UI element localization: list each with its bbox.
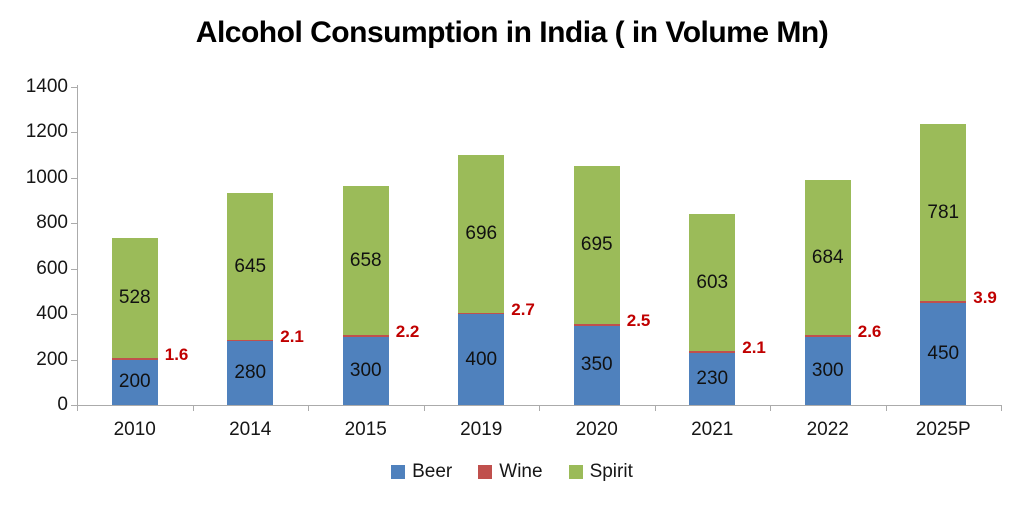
beer-value-label: 300 [811,359,844,381]
legend-item-spirit: Spirit [568,461,633,483]
x-axis-tick [539,405,540,411]
bar-segment-beer [458,314,505,405]
legend-item-wine: Wine [478,461,543,483]
bar-segment-beer [804,336,851,405]
beer-value-label: 280 [234,362,267,384]
beer-value-label: 450 [927,342,960,364]
legend-item-beer: Beer [391,461,452,483]
bar-segment-spirit [804,179,851,336]
y-axis-tick-label: 400 [36,303,68,325]
beer-value-label: 200 [118,371,151,393]
wine-value-label: 2.7 [511,299,535,319]
bar-segment-spirit [111,238,158,359]
x-axis-tick [308,405,309,411]
x-axis-category-label: 2019 [460,419,503,440]
bar-segment-wine [573,324,620,326]
legend-label: Beer [412,461,453,482]
bar-segment-spirit [573,166,620,324]
wine-value-label: 2.2 [395,322,420,342]
y-axis-tick [71,177,77,179]
bar-segment-spirit [227,193,274,340]
legend-swatch-beer-icon [391,465,406,479]
y-axis-tick-label: 1400 [25,76,68,97]
y-axis-tick [71,405,77,406]
x-axis-tick [770,405,771,411]
bar-segment-wine [920,301,967,303]
spirit-value-label: 684 [811,246,844,268]
beer-value-label: 350 [580,354,613,376]
y-axis-tick-label: 600 [36,257,68,279]
wine-value-label: 3.9 [973,288,997,308]
bar-segment-spirit [689,214,736,352]
y-axis-tick [71,314,77,316]
wine-value-label: 2.1 [742,338,766,358]
x-axis-category-label: 2021 [691,419,734,440]
spirit-value-label: 528 [118,287,151,309]
y-axis-line [77,85,78,406]
bar-segment-beer [920,302,967,405]
beer-value-label: 230 [696,367,729,389]
chart-title: Alcohol Consumption in India ( in Volume… [195,16,829,49]
y-axis-tick [71,132,77,134]
spirit-value-label: 658 [349,249,382,271]
y-axis-tick [71,223,77,225]
x-axis-category-label: 2025P [915,419,971,440]
spirit-value-label: 695 [580,234,613,256]
y-axis-tick-label: 0 [57,394,68,415]
beer-value-label: 400 [465,348,498,370]
y-axis-tick [71,268,77,270]
bar-segment-wine [689,351,736,353]
bar-segment-wine [111,358,158,360]
x-axis-category-label: 2020 [575,419,618,440]
wine-value-label: 2.6 [857,322,882,342]
spirit-value-label: 781 [927,201,960,223]
legend-swatch-wine-icon [478,465,493,479]
bar-segment-spirit [920,123,967,302]
bar-segment-beer [689,352,736,405]
wine-value-label: 1.6 [164,345,189,365]
bar-segment-beer [573,325,620,405]
chart-legend: Beer Wine Spirit [0,461,1024,483]
bar-segment-spirit [458,154,505,313]
bar-segment-wine [458,312,505,315]
x-axis-category-label: 2022 [806,419,849,440]
bar-segment-beer [227,341,274,405]
bar-segment-wine [804,335,851,337]
y-axis-tick [71,87,77,88]
x-axis-tick [77,405,78,411]
x-axis-category-label: 2014 [229,419,272,440]
x-axis-tick [885,405,887,411]
wine-value-label: 2.1 [280,326,304,346]
y-axis-tick-label: 200 [36,348,68,370]
y-axis-tick-label: 1000 [25,166,68,188]
x-axis-category-label: 2010 [113,419,156,440]
bar-segment-beer [111,359,158,405]
x-axis-tick [654,405,656,411]
legend-label: Wine [499,461,543,482]
spirit-value-label: 645 [234,255,267,277]
x-axis-category-label: 2015 [344,419,387,440]
x-axis-tick [192,405,194,411]
legend-swatch-spirit-icon [568,465,583,479]
spirit-value-label: 696 [465,222,498,244]
y-axis-tick-label: 1200 [25,121,68,143]
bar-segment-wine [227,339,274,342]
beer-value-label: 300 [349,359,382,381]
spirit-value-label: 603 [696,271,729,293]
y-axis-tick-label: 800 [36,212,68,234]
x-axis-tick [423,405,425,411]
bar-segment-wine [342,335,389,337]
bar-segment-spirit [342,185,389,336]
y-axis-tick [71,359,77,361]
wine-value-label: 2.5 [626,311,651,330]
x-axis-tick [1001,405,1002,411]
legend-label: Spirit [589,461,633,482]
bar-segment-beer [342,336,389,405]
